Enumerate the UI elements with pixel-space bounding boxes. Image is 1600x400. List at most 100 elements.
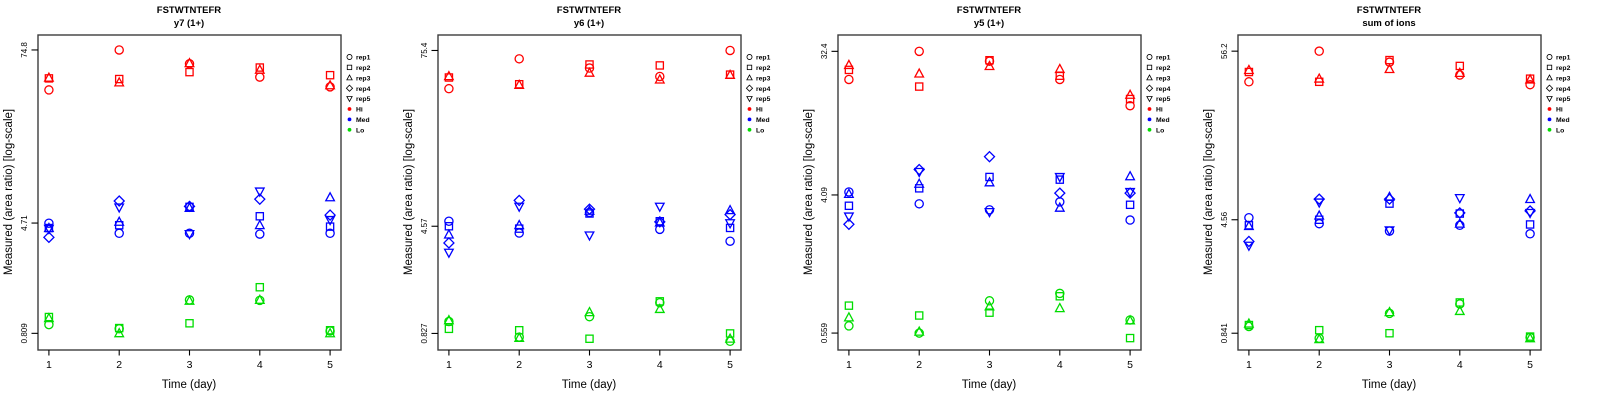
point-Med-rep5-day4 xyxy=(1454,194,1466,205)
legend-circle-icon xyxy=(746,54,753,60)
point-Hi-rep3-day3 xyxy=(184,57,195,68)
point-Lo-rep2-day4 xyxy=(1055,292,1065,301)
point-Med-rep5-day3 xyxy=(184,230,195,241)
point-Med-rep2-day5 xyxy=(1125,200,1135,210)
legend-label-Med: Med xyxy=(756,117,770,124)
panel-title: FSTWTNTEFR xyxy=(157,5,222,16)
point-Hi-rep1-day5 xyxy=(1125,100,1135,111)
point-Med-rep1-day5 xyxy=(1525,229,1535,239)
point-Med-rep2-day2 xyxy=(1314,215,1324,225)
point-Lo-rep3-day5 xyxy=(724,332,736,343)
point-Lo-rep3-day2 xyxy=(1313,333,1325,344)
subplot-y7-1plus: FSTWTNTEFR y7 (1+) Time (day) Measured (… xyxy=(0,0,400,400)
point-Med-rep3-day3 xyxy=(984,176,995,187)
point-Med-rep5-day1 xyxy=(1243,241,1255,252)
x-axis-label: Time (day) xyxy=(162,379,217,391)
point-Lo-rep3-day5 xyxy=(324,327,336,338)
legend-square-icon xyxy=(346,64,353,71)
point-Lo-rep2-day3 xyxy=(585,334,594,343)
point-Lo-rep3-day1 xyxy=(843,311,855,322)
point-Lo-rep3-day1 xyxy=(443,314,455,325)
panel-subtitle: y7 (1+) xyxy=(174,18,204,29)
y-tick-label: 75.4 xyxy=(420,42,429,58)
point-Lo-rep3-day3 xyxy=(184,294,195,305)
point-Med-rep4-day4 xyxy=(253,193,266,206)
point-Hi-rep3-day5 xyxy=(724,69,736,80)
point-Lo-rep2-day1 xyxy=(444,324,454,334)
point-Med-rep3-day5 xyxy=(1124,170,1136,181)
y-tick-label: 4.57 xyxy=(420,218,429,234)
point-Med-rep1-day4 xyxy=(255,229,265,239)
panel-title: FSTWTNTEFR xyxy=(957,5,1022,16)
point-Hi-rep3-day1 xyxy=(43,71,55,82)
y-axis-label: Measured (area ratio) [log-scale] xyxy=(3,109,15,275)
legend-triangle-icon xyxy=(1146,74,1153,81)
point-Med-rep5-day5 xyxy=(724,219,736,230)
x-tick-label: 1 xyxy=(1246,359,1252,371)
legend-triangle-down-icon xyxy=(1546,96,1553,103)
x-tick-label: 3 xyxy=(987,359,993,371)
x-tick-label: 5 xyxy=(1527,359,1533,371)
point-Lo-rep2-day2 xyxy=(1314,325,1324,335)
legend-diamond-icon xyxy=(345,84,354,92)
legend-label-rep4: rep4 xyxy=(356,86,371,93)
point-Med-rep3-day5 xyxy=(324,191,336,202)
legend-circle-icon xyxy=(1146,54,1153,60)
legend-label-rep1: rep1 xyxy=(356,55,371,62)
point-Lo-rep2-day3 xyxy=(185,319,194,328)
point-Med-rep3-day1 xyxy=(1243,220,1255,231)
point-Med-rep2-day2 xyxy=(914,184,924,193)
point-Med-rep5-day2 xyxy=(1313,198,1325,209)
point-Med-rep3-day5 xyxy=(1524,193,1536,204)
x-tick-label: 1 xyxy=(46,359,52,371)
legend-dot-icon xyxy=(347,127,352,132)
legend-label-Hi: Hi xyxy=(756,107,763,114)
point-Med-rep4-day3 xyxy=(983,150,996,163)
point-Lo-rep1-day4 xyxy=(1055,288,1065,299)
point-Hi-rep1-day5 xyxy=(325,82,335,92)
point-Med-rep5-day4 xyxy=(254,187,266,198)
point-Med-rep2-day3 xyxy=(985,172,994,182)
point-Hi-rep2-day2 xyxy=(914,82,924,91)
point-Hi-rep2-day2 xyxy=(114,74,124,84)
legend-diamond-icon xyxy=(1545,84,1554,92)
point-Med-rep1-day1 xyxy=(844,187,854,197)
x-axis-label: Time (day) xyxy=(962,379,1017,391)
point-Med-rep5-day1 xyxy=(843,212,855,223)
legend-label-Hi: Hi xyxy=(1556,107,1563,114)
point-Med-rep1-day2 xyxy=(114,228,124,239)
point-Lo-rep3-day4 xyxy=(254,293,266,304)
point-Lo-rep1-day3 xyxy=(984,296,995,306)
point-Hi-rep2-day1 xyxy=(44,74,54,83)
plot-content: 75.4 4.57 0.827 1 2 3 4 5 rep1 rep2 rep3 rep4 rep5 Hi… xyxy=(420,34,771,371)
legend-label-rep4: rep4 xyxy=(1156,86,1171,93)
legend-dot-icon xyxy=(747,117,752,122)
legend-dot-icon xyxy=(1147,127,1152,132)
point-Med-rep4-day4 xyxy=(653,215,666,228)
legend-triangle-down-icon xyxy=(746,96,753,103)
point-Med-rep5-day5 xyxy=(1124,187,1136,198)
plot-box xyxy=(37,34,342,351)
point-Lo-rep3-day2 xyxy=(913,325,925,336)
point-Hi-rep3-day3 xyxy=(984,60,995,71)
legend-square-icon xyxy=(1546,64,1553,71)
legend-dot-icon xyxy=(747,127,752,132)
point-Med-rep5-day5 xyxy=(1524,208,1536,219)
point-Hi-rep1-day2 xyxy=(1314,46,1324,56)
point-Med-rep3-day4 xyxy=(654,216,666,227)
point-Lo-rep3-day1 xyxy=(43,312,55,323)
legend-label-Hi: Hi xyxy=(356,107,363,114)
x-tick-label: 4 xyxy=(257,359,263,371)
x-tick-label: 4 xyxy=(1457,359,1463,371)
point-Med-rep3-day5 xyxy=(724,204,736,215)
panel-title: FSTWTNTEFR xyxy=(557,5,622,16)
legend-label-rep3: rep3 xyxy=(1556,75,1571,82)
point-Lo-rep3-day5 xyxy=(1524,332,1536,343)
point-Med-rep4-day1 xyxy=(442,237,455,249)
point-Lo-rep1-day1 xyxy=(844,321,854,331)
point-Med-rep4-day2 xyxy=(913,163,926,176)
x-tick-label: 3 xyxy=(1387,359,1393,371)
point-Med-rep5-day3 xyxy=(984,207,995,218)
panel-subtitle: y6 (1+) xyxy=(574,18,604,29)
legend-label-Hi: Hi xyxy=(1156,107,1163,114)
